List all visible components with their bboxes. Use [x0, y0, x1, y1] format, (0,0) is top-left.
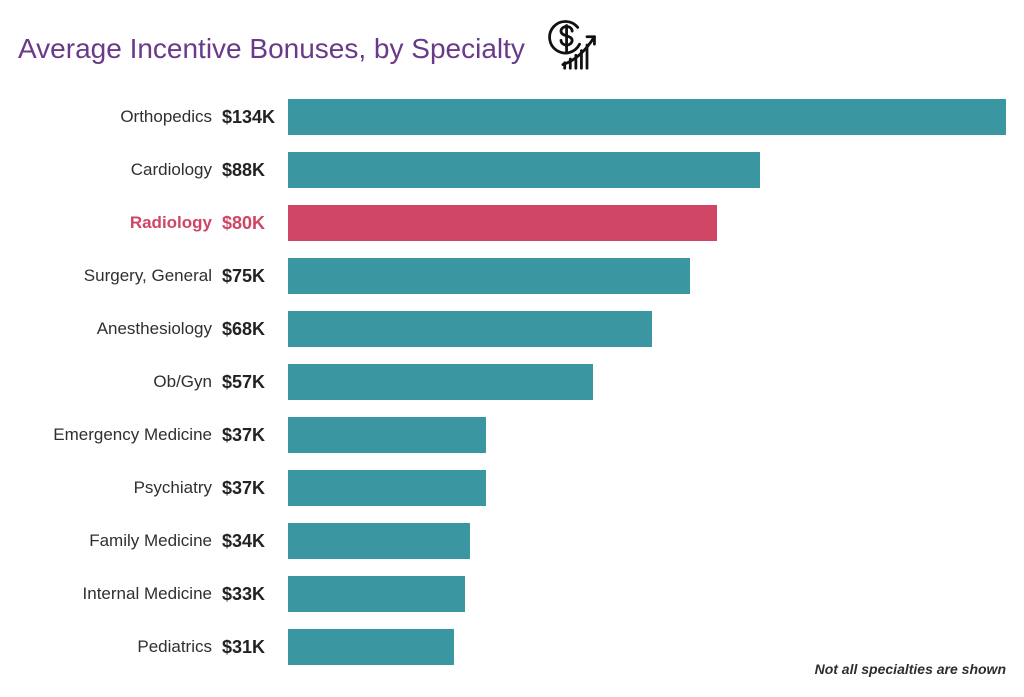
specialty-label: Psychiatry — [18, 478, 220, 498]
dollar-growth-icon — [543, 20, 605, 77]
bar — [288, 629, 454, 665]
bonus-value: $88K — [220, 160, 276, 181]
bar — [288, 99, 1006, 135]
specialty-label: Emergency Medicine — [18, 425, 220, 445]
bonus-bar-chart: Orthopedics$134KCardiology$88KRadiology$… — [18, 99, 1006, 665]
bar-track — [276, 152, 1006, 188]
specialty-label: Internal Medicine — [18, 584, 220, 604]
bar-track — [276, 258, 1006, 294]
title-row: Average Incentive Bonuses, by Specialty — [18, 20, 1006, 77]
bar-track — [276, 364, 1006, 400]
bonus-value: $68K — [220, 319, 276, 340]
bar-track — [276, 470, 1006, 506]
bonus-value: $31K — [220, 637, 276, 658]
bar-track — [276, 99, 1006, 135]
bonus-value: $33K — [220, 584, 276, 605]
specialty-label: Orthopedics — [18, 107, 220, 127]
dollar-growth-icon-svg — [543, 20, 605, 72]
bar — [288, 417, 486, 453]
bar-row: Radiology$80K — [18, 205, 1006, 241]
bar-row: Orthopedics$134K — [18, 99, 1006, 135]
bar-row: Internal Medicine$33K — [18, 576, 1006, 612]
bonus-value: $57K — [220, 372, 276, 393]
bonus-value: $80K — [220, 213, 276, 234]
bonus-value: $37K — [220, 425, 276, 446]
bar-track — [276, 576, 1006, 612]
bar-track — [276, 523, 1006, 559]
bar — [288, 152, 760, 188]
chart-title: Average Incentive Bonuses, by Specialty — [18, 33, 525, 65]
specialty-label: Family Medicine — [18, 531, 220, 551]
bar — [288, 364, 593, 400]
bar-track — [276, 205, 1006, 241]
bar — [288, 311, 652, 347]
bar-row: Pediatrics$31K — [18, 629, 1006, 665]
bonus-value: $37K — [220, 478, 276, 499]
bar — [288, 576, 465, 612]
bar — [288, 523, 470, 559]
bar-track — [276, 311, 1006, 347]
bar-row: Emergency Medicine$37K — [18, 417, 1006, 453]
specialty-label: Cardiology — [18, 160, 220, 180]
bar-row: Family Medicine$34K — [18, 523, 1006, 559]
specialty-label: Radiology — [18, 213, 220, 233]
bar-row: Psychiatry$37K — [18, 470, 1006, 506]
bonus-value: $134K — [220, 107, 276, 128]
bar-row: Surgery, General$75K — [18, 258, 1006, 294]
bar-track — [276, 417, 1006, 453]
specialty-label: Surgery, General — [18, 266, 220, 286]
bonus-value: $34K — [220, 531, 276, 552]
specialty-label: Anesthesiology — [18, 319, 220, 339]
bonus-value: $75K — [220, 266, 276, 287]
bar — [288, 470, 486, 506]
footnote: Not all specialties are shown — [815, 661, 1006, 677]
bar-row: Ob/Gyn$57K — [18, 364, 1006, 400]
bar — [288, 258, 690, 294]
bar — [288, 205, 717, 241]
specialty-label: Ob/Gyn — [18, 372, 220, 392]
specialty-label: Pediatrics — [18, 637, 220, 657]
bar-track — [276, 629, 1006, 665]
bar-row: Cardiology$88K — [18, 152, 1006, 188]
bar-row: Anesthesiology$68K — [18, 311, 1006, 347]
chart-container: Average Incentive Bonuses, by Specialty … — [0, 0, 1024, 697]
